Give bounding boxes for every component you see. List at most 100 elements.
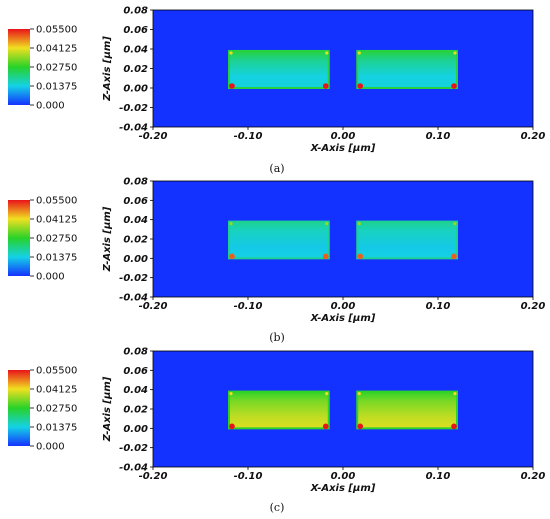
colorbar-tick-label: 0.04125 — [36, 385, 77, 396]
y-tick-label: -0.04 — [119, 293, 148, 304]
panel-caption: (a) — [269, 162, 284, 175]
colorbar-tick-label: 0.000 — [36, 101, 65, 112]
colorbar-tick-label: 0.01375 — [36, 253, 77, 264]
y-tick-label: 0.02 — [123, 235, 148, 246]
region-2 — [357, 391, 457, 429]
y-tick-label: 0.00 — [123, 424, 148, 435]
x-tick-label: 0.10 — [426, 131, 451, 142]
colorbar-tick-label: 0.01375 — [36, 82, 77, 93]
region-1-corner-top-left — [229, 222, 233, 226]
colorbar-tick-label: 0.02750 — [36, 63, 77, 74]
x-axis-label: X-Axis [μm] — [310, 313, 376, 324]
region-1-corner-right — [322, 83, 329, 89]
x-tick-label: -0.10 — [234, 301, 263, 312]
region-1-edge — [228, 49, 330, 89]
x-tick-label: 0.10 — [426, 471, 451, 482]
heatmap-panel-b: 0.08 0.06 0.04 0.02 0.00 -0.02 -0.04-0.20 -0.10… — [8, 177, 546, 344]
x-tick-label: 0.00 — [331, 471, 356, 482]
x-tick-label: 0.20 — [521, 131, 546, 142]
region-2-edge — [356, 390, 458, 430]
region-1-edge — [228, 390, 330, 430]
y-tick-label: -0.04 — [119, 463, 148, 474]
y-axis-label: Z-Axis [μm] — [102, 206, 113, 272]
colorbar: 0.05500 0.04125 0.02750 0.01375 0.000 — [8, 25, 77, 112]
region-2 — [357, 50, 457, 88]
y-tick-label: -0.04 — [119, 123, 148, 134]
x-tick-label: 0.20 — [521, 471, 546, 482]
region-1-corner-top-left — [229, 51, 233, 55]
region-2-edge — [356, 220, 458, 260]
panel-caption: (c) — [270, 501, 285, 514]
y-tick-label: -0.02 — [119, 103, 148, 114]
y-tick-label: 0.06 — [123, 25, 148, 36]
region-1-corner-top-right — [325, 222, 329, 226]
colorbar-tick-label: 0.000 — [36, 272, 65, 283]
y-axis-label: Z-Axis [μm] — [102, 36, 113, 102]
x-tick-label: 0.00 — [331, 301, 356, 312]
colorbar-tick-label: 0.04125 — [36, 44, 77, 55]
x-tick-label: 0.10 — [426, 301, 451, 312]
colorbar-tick-label: 0.05500 — [36, 366, 77, 377]
region-2-corner-right — [451, 253, 457, 260]
colorbar-tick-label: 0.04125 — [36, 215, 77, 226]
region-1-corner-left — [229, 253, 235, 260]
heatmap-panel-c: 0.08 0.06 0.04 0.02 0.00 -0.02 -0.04-0.20 -0.10… — [8, 347, 546, 514]
y-tick-label: 0.02 — [123, 405, 148, 416]
colorbar-tick-label: 0.02750 — [36, 234, 77, 245]
colorbar-tick-label: 0.000 — [36, 442, 65, 453]
y-tick-label: 0.08 — [123, 6, 148, 17]
region-1-corner-left — [229, 423, 235, 430]
colorbar: 0.05500 0.04125 0.02750 0.01375 0.000 — [8, 366, 77, 453]
region-2-corner-top-right — [453, 51, 457, 55]
region-1-corner-left — [229, 83, 235, 89]
region-2-corner-left — [357, 253, 364, 260]
colorbar-gradient — [8, 200, 30, 276]
region-2-corner-top-left — [357, 51, 361, 55]
region-2-corner-top-right — [453, 222, 457, 226]
y-tick-label: -0.02 — [119, 273, 148, 284]
x-tick-label: -0.20 — [139, 131, 168, 142]
y-tick-label: 0.00 — [123, 254, 148, 265]
region-1-corner-right — [322, 423, 329, 430]
region-2-corner-right — [451, 423, 457, 430]
region-1 — [229, 221, 329, 259]
region-2 — [357, 221, 457, 259]
y-tick-label: 0.02 — [123, 64, 148, 75]
region-1-corner-top-left — [229, 392, 233, 396]
y-tick-label: 0.06 — [123, 366, 148, 377]
x-tick-label: 0.20 — [521, 301, 546, 312]
y-tick-label: 0.04 — [123, 385, 148, 396]
x-tick-label: -0.10 — [234, 471, 263, 482]
region-1-corner-top-right — [325, 392, 329, 396]
region-1-edge — [228, 220, 330, 260]
y-tick-label: 0.08 — [123, 177, 148, 188]
region-1-corner-right — [322, 253, 329, 260]
region-1 — [229, 50, 329, 88]
y-tick-label: 0.08 — [123, 347, 148, 358]
x-tick-label: -0.20 — [139, 471, 168, 482]
x-axis-label: X-Axis [μm] — [310, 483, 376, 494]
region-2-corner-top-right — [453, 392, 457, 396]
colorbar-gradient — [8, 29, 30, 105]
colorbar: 0.05500 0.04125 0.02750 0.01375 0.000 — [8, 196, 77, 283]
colorbar-tick-label: 0.05500 — [36, 196, 77, 207]
heatmap-panel-a: 0.08 0.06 0.04 0.02 0.00 -0.02 -0.04-0.20 -0.10… — [8, 6, 546, 175]
plot-background — [153, 10, 533, 127]
colorbar-tick-label: 0.01375 — [36, 423, 77, 434]
region-2-corner-left — [357, 83, 364, 89]
y-axis-label: Z-Axis [μm] — [102, 376, 113, 442]
region-2-corner-right — [451, 83, 457, 89]
region-1 — [229, 391, 329, 429]
y-tick-label: 0.06 — [123, 196, 148, 207]
x-tick-label: 0.00 — [331, 131, 356, 142]
y-tick-label: -0.02 — [119, 443, 148, 454]
y-tick-label: 0.04 — [123, 215, 148, 226]
region-2-corner-left — [357, 423, 364, 430]
plot-background — [153, 351, 533, 467]
panel-caption: (b) — [269, 331, 285, 344]
x-tick-label: -0.10 — [234, 131, 263, 142]
x-axis-label: X-Axis [μm] — [310, 143, 376, 154]
region-2-corner-top-left — [357, 392, 361, 396]
region-2-corner-top-left — [357, 222, 361, 226]
